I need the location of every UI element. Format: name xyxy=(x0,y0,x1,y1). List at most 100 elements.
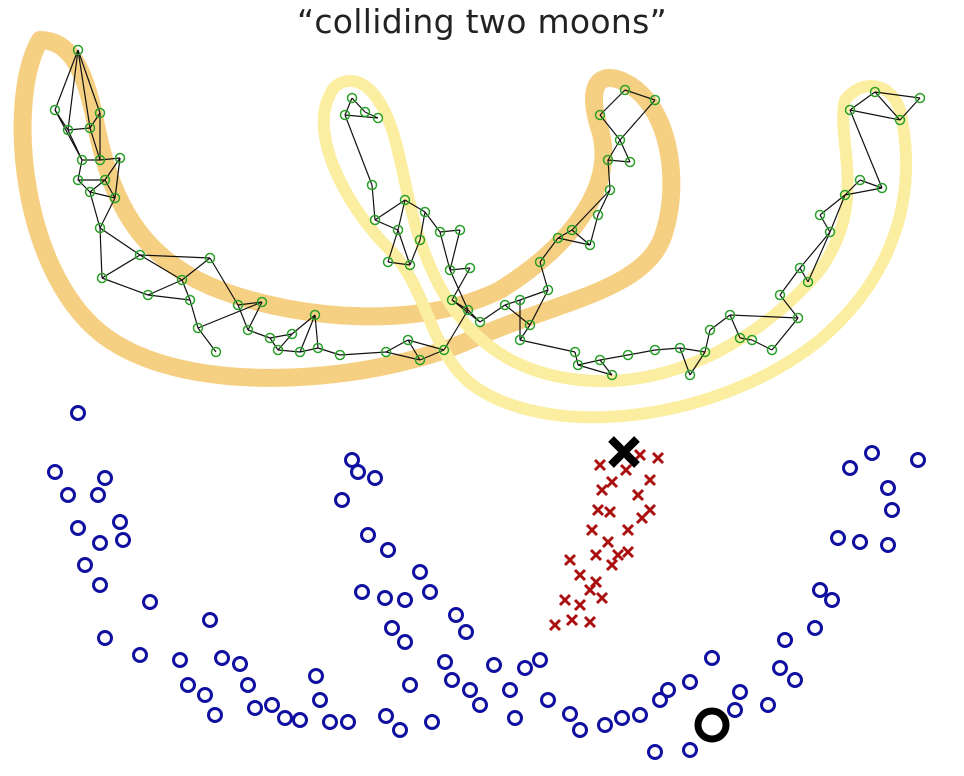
circle-marker xyxy=(448,607,464,623)
graph-edge xyxy=(67,129,83,161)
graph-edge xyxy=(209,257,239,306)
circle-marker xyxy=(90,487,106,503)
graph-node xyxy=(674,342,686,354)
graph-nodes xyxy=(49,44,926,381)
circle-marker xyxy=(424,714,440,730)
graph-node xyxy=(734,332,746,344)
graph-node xyxy=(414,354,426,366)
graph-node xyxy=(542,284,554,296)
graph-edge xyxy=(599,114,621,141)
cross-marker xyxy=(573,568,587,582)
circle-marker xyxy=(412,564,428,580)
graph-node xyxy=(794,262,806,274)
graph-edge xyxy=(89,179,106,193)
graph-edge xyxy=(751,339,773,351)
highlighted-cross-marker xyxy=(608,436,640,468)
graph-edge xyxy=(77,159,83,181)
circle-marker xyxy=(97,470,113,486)
highlighted-points xyxy=(608,436,730,743)
graph-node xyxy=(339,109,351,121)
graph-edge xyxy=(599,89,626,116)
circle-marker xyxy=(458,624,474,640)
circle-marker xyxy=(360,527,376,543)
cross-marker xyxy=(583,615,597,629)
circle-marker xyxy=(502,682,518,698)
circle-marker xyxy=(864,445,880,461)
graph-edge xyxy=(599,359,613,376)
graph-edge xyxy=(344,114,373,186)
circle-marker xyxy=(132,647,148,663)
graph-edge xyxy=(849,109,901,121)
graph-edge xyxy=(351,97,366,113)
cross-marker xyxy=(605,475,619,489)
graph-node xyxy=(569,346,581,358)
graph-node xyxy=(746,334,758,346)
graph-node xyxy=(402,334,414,346)
graph-node xyxy=(606,369,618,381)
graph-edge xyxy=(197,301,263,329)
graph-edge xyxy=(314,314,319,349)
graph-node xyxy=(814,209,826,221)
graph-node xyxy=(142,289,154,301)
graph-node xyxy=(210,346,222,358)
graph-node xyxy=(392,224,404,236)
moon-bands xyxy=(13,31,912,424)
graph-node xyxy=(619,84,631,96)
graph-edge xyxy=(374,199,406,221)
graph-node xyxy=(649,94,661,106)
graph-node xyxy=(824,226,836,238)
circle-marker xyxy=(632,707,648,723)
graph-node xyxy=(84,186,96,198)
cross-marker xyxy=(635,511,649,525)
graph-node xyxy=(419,206,431,218)
circle-marker xyxy=(852,534,868,550)
circle-marker xyxy=(562,706,578,722)
graph-node xyxy=(84,122,96,134)
graph-node xyxy=(604,184,616,196)
graph-edge xyxy=(529,289,549,326)
graph-node xyxy=(724,309,736,321)
graph-node xyxy=(204,252,216,264)
circle-marker xyxy=(207,707,223,723)
circle-marker xyxy=(77,557,93,573)
circle-marker xyxy=(532,652,548,668)
circle-marker xyxy=(70,405,86,421)
graph-edge xyxy=(269,333,293,339)
circle-marker xyxy=(247,700,263,716)
circle-marker xyxy=(197,687,213,703)
graph-edge xyxy=(449,269,469,311)
graph-node xyxy=(94,107,106,119)
graph-edge xyxy=(89,112,101,129)
graph-node xyxy=(869,86,881,98)
circle-marker xyxy=(97,630,113,646)
graph-edge xyxy=(624,89,656,101)
cross-marker xyxy=(611,548,625,562)
circle-marker xyxy=(660,682,676,698)
graph-node xyxy=(572,359,584,371)
graph-edge xyxy=(147,279,183,296)
circle-marker xyxy=(486,657,502,673)
graph-edge xyxy=(101,254,141,279)
circle-marker xyxy=(472,697,488,713)
graph-node xyxy=(99,174,111,186)
circle-marker xyxy=(614,710,630,726)
cross-marker xyxy=(589,548,603,562)
graph-edge xyxy=(67,49,79,131)
circle-marker xyxy=(647,744,663,760)
circle-marker xyxy=(732,684,748,700)
graph-node xyxy=(134,249,146,261)
graph-edge xyxy=(99,157,121,161)
cross-marker xyxy=(589,575,603,589)
circle-marker xyxy=(787,672,803,688)
circle-marker xyxy=(354,584,370,600)
circle-marker xyxy=(807,620,823,636)
circle-marker xyxy=(92,577,108,593)
graph-node xyxy=(382,256,394,268)
graph-node xyxy=(404,259,416,271)
graph-node xyxy=(380,346,392,358)
graph-node xyxy=(592,209,604,221)
circle-marker xyxy=(60,487,76,503)
circle-marker xyxy=(392,722,408,738)
circle-marker xyxy=(115,532,131,548)
graph-node xyxy=(312,342,324,354)
